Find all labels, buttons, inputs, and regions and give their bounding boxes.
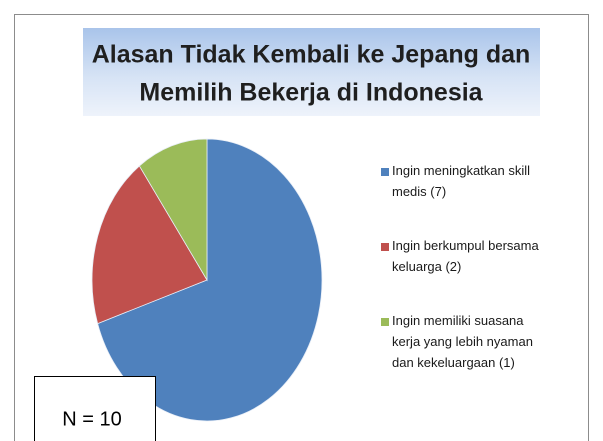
- title-box: [83, 28, 540, 116]
- annotation-box: [34, 376, 156, 441]
- annotation: N = 10: [62, 408, 121, 430]
- legend-swatch: [381, 318, 389, 326]
- legend-swatch: [381, 243, 389, 251]
- chart-title: Alasan Tidak Kembali ke Jepang dan: [92, 41, 531, 69]
- chart-title: Memilih Bekerja di Indonesia: [139, 79, 483, 107]
- legend-label: Ingin berkumpul bersama keluarga (2): [392, 238, 542, 274]
- pie-slice: [91, 165, 208, 325]
- legend-label: Ingin memiliki suasana kerja yang lebih …: [392, 313, 537, 370]
- legend-label: Ingin meningkatkan skill medis (7): [392, 163, 534, 199]
- pie-slice: [138, 138, 208, 282]
- legend-swatch: [381, 168, 389, 176]
